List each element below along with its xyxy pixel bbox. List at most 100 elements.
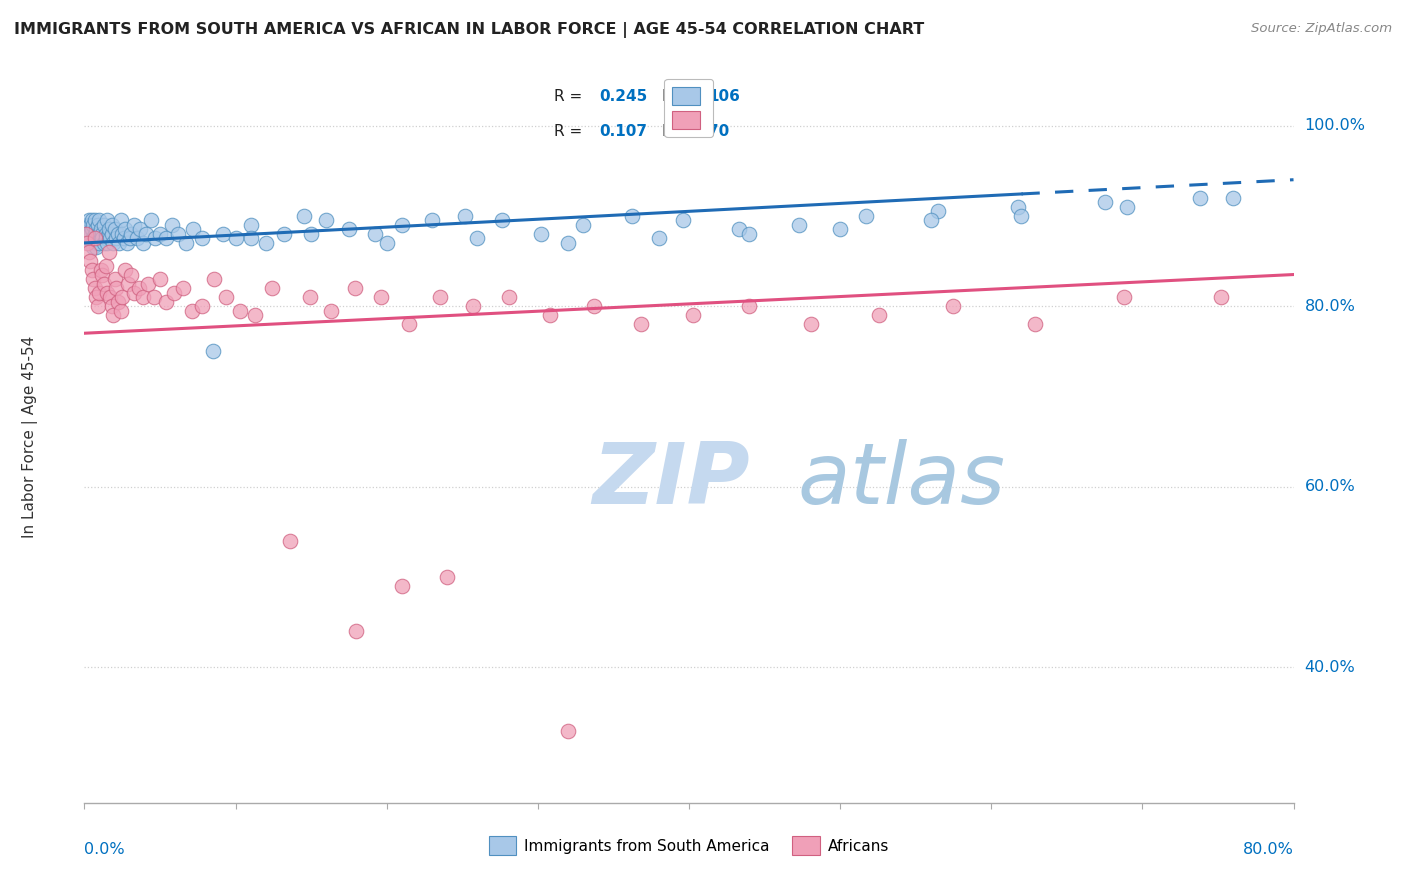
Point [1222,191,1244,205]
Point [363,227,385,241]
Point [86,231,108,245]
Point [273,227,295,241]
Point [77,222,100,236]
Point [114,263,136,277]
Point [191,299,214,313]
Point [115,235,138,250]
Point [855,209,877,223]
Point [84,231,107,245]
Point [145,231,167,245]
Point [97,227,120,241]
Point [84,281,107,295]
Point [191,231,214,245]
Point [111,227,134,241]
Point [129,222,152,236]
Point [299,227,322,241]
Point [100,299,122,313]
Point [76,235,98,250]
Point [155,231,177,245]
Point [136,277,159,291]
Text: 80.0%: 80.0% [1243,842,1294,856]
Point [927,204,949,219]
Text: 0.245: 0.245 [599,89,648,104]
Text: N =: N = [662,124,696,139]
Point [1209,290,1232,304]
Point [155,294,177,309]
Point [620,209,643,223]
Text: 0.0%: 0.0% [84,842,125,856]
Point [93,277,115,291]
Point [118,231,141,245]
Point [104,222,127,236]
Point [343,281,366,295]
Point [76,231,98,245]
Text: 60.0%: 60.0% [1305,479,1355,494]
Point [682,308,704,322]
Point [122,285,145,300]
Point [82,218,104,232]
Text: 70: 70 [709,124,730,139]
Point [1007,200,1029,214]
Point [101,308,124,322]
Point [96,213,118,227]
Point [82,240,104,254]
Point [278,533,301,548]
Point [800,317,823,331]
Point [107,294,129,309]
Point [491,213,513,227]
Point [91,227,114,241]
Point [557,235,579,250]
Point [260,281,283,295]
Point [84,213,107,227]
Point [239,231,262,245]
Point [370,290,392,304]
Point [243,308,266,322]
Point [93,235,115,250]
Point [429,290,451,304]
Point [100,227,122,241]
Point [94,259,117,273]
Point [110,303,132,318]
Point [1011,209,1033,223]
Point [86,222,108,236]
Point [398,317,420,331]
Text: ZIP: ZIP [592,440,749,523]
Point [1024,317,1046,331]
Point [174,235,197,250]
Point [87,299,110,313]
Point [337,222,360,236]
Point [110,213,132,227]
Point [172,281,194,295]
Point [738,227,761,241]
Point [111,290,134,304]
Point [538,308,561,322]
Point [89,285,111,300]
Point [104,272,127,286]
Point [79,218,101,232]
Point [91,231,114,245]
Point [86,290,108,304]
Point [117,277,139,291]
Text: 40.0%: 40.0% [1305,660,1355,675]
Point [84,227,107,241]
Point [738,299,761,313]
Point [162,285,184,300]
Point [727,222,749,236]
Point [89,227,111,241]
Point [77,244,100,259]
Point [787,218,810,232]
Point [101,235,124,250]
Point [132,290,155,304]
Text: N =: N = [662,89,696,104]
Point [132,235,155,250]
Point [1294,182,1316,196]
Point [94,227,117,241]
Point [498,290,520,304]
Point [86,240,108,254]
Point [127,231,149,245]
Point [135,227,157,241]
Point [128,281,150,295]
Point [149,227,172,241]
Point [122,218,145,232]
Point [77,213,100,227]
